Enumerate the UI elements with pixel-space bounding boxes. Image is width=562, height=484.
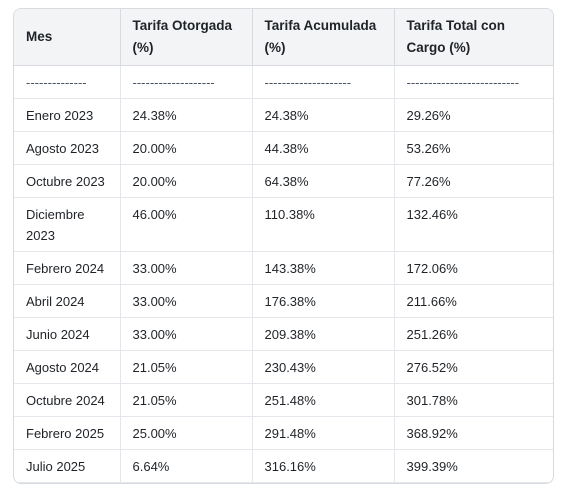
cell-mes: Abril 2024 bbox=[14, 284, 121, 318]
cell-tarifa-acumulada: 316.16% bbox=[252, 449, 395, 483]
cell-tarifa-acumulada: 251.48% bbox=[252, 383, 395, 417]
cell-tarifa-total: 172.06% bbox=[394, 251, 553, 285]
cell-tarifa-acumulada: 176.38% bbox=[252, 284, 395, 318]
cell-tarifa-acumulada: 44.38% bbox=[252, 131, 395, 165]
cell-tarifa-total: 132.46% bbox=[394, 197, 553, 252]
table-row: Agosto 2024 21.05% 230.43% 276.52% bbox=[14, 350, 553, 384]
table-row: Diciembre 2023 46.00% 110.38% 132.46% bbox=[14, 197, 553, 252]
cell-tarifa-otorgada: 33.00% bbox=[120, 284, 253, 318]
separator-cell: -------------- bbox=[14, 65, 121, 99]
separator-row: -------------- ------------------- -----… bbox=[14, 65, 553, 99]
header-row: Mes Tarifa Otorgada (%) Tarifa Acumulada… bbox=[14, 9, 553, 66]
cell-tarifa-otorgada: 20.00% bbox=[120, 131, 253, 165]
cell-tarifa-acumulada: 230.43% bbox=[252, 350, 395, 384]
cell-tarifa-total: 77.26% bbox=[394, 164, 553, 198]
table-body: -------------- ------------------- -----… bbox=[14, 65, 553, 483]
cell-tarifa-total: 368.92% bbox=[394, 416, 553, 450]
table-row: Octubre 2023 20.00% 64.38% 77.26% bbox=[14, 164, 553, 198]
cell-tarifa-otorgada: 25.00% bbox=[120, 416, 253, 450]
column-header-tarifa-total: Tarifa Total con Cargo (%) bbox=[394, 9, 553, 66]
cell-mes: Agosto 2023 bbox=[14, 131, 121, 165]
cell-mes: Agosto 2024 bbox=[14, 350, 121, 384]
cell-tarifa-acumulada: 291.48% bbox=[252, 416, 395, 450]
cell-tarifa-otorgada: 21.05% bbox=[120, 350, 253, 384]
column-header-tarifa-otorgada: Tarifa Otorgada (%) bbox=[120, 9, 253, 66]
cell-tarifa-total: 53.26% bbox=[394, 131, 553, 165]
separator-cell: -------------------- bbox=[252, 65, 395, 99]
cell-mes: Febrero 2025 bbox=[14, 416, 121, 450]
tariff-table: Mes Tarifa Otorgada (%) Tarifa Acumulada… bbox=[14, 9, 553, 483]
cell-tarifa-otorgada: 6.64% bbox=[120, 449, 253, 483]
cell-tarifa-acumulada: 143.38% bbox=[252, 251, 395, 285]
separator-cell: -------------------------- bbox=[394, 65, 553, 99]
cell-tarifa-total: 276.52% bbox=[394, 350, 553, 384]
cell-tarifa-total: 211.66% bbox=[394, 284, 553, 318]
cell-tarifa-otorgada: 24.38% bbox=[120, 98, 253, 132]
cell-mes: Febrero 2024 bbox=[14, 251, 121, 285]
table-row: Octubre 2024 21.05% 251.48% 301.78% bbox=[14, 383, 553, 417]
cell-tarifa-otorgada: 20.00% bbox=[120, 164, 253, 198]
cell-tarifa-acumulada: 110.38% bbox=[252, 197, 395, 252]
data-table-container: Mes Tarifa Otorgada (%) Tarifa Acumulada… bbox=[13, 8, 554, 484]
cell-mes: Octubre 2023 bbox=[14, 164, 121, 198]
table-row: Agosto 2023 20.00% 44.38% 53.26% bbox=[14, 131, 553, 165]
cell-tarifa-otorgada: 21.05% bbox=[120, 383, 253, 417]
cell-mes: Diciembre 2023 bbox=[14, 197, 121, 252]
cell-tarifa-otorgada: 33.00% bbox=[120, 251, 253, 285]
column-header-mes: Mes bbox=[14, 9, 121, 66]
column-header-tarifa-acumulada: Tarifa Acumulada (%) bbox=[252, 9, 395, 66]
cell-mes: Junio 2024 bbox=[14, 317, 121, 351]
table-row: Abril 2024 33.00% 176.38% 211.66% bbox=[14, 284, 553, 318]
cell-tarifa-otorgada: 46.00% bbox=[120, 197, 253, 252]
cell-tarifa-total: 399.39% bbox=[394, 449, 553, 483]
table-row: Junio 2024 33.00% 209.38% 251.26% bbox=[14, 317, 553, 351]
table-row: Febrero 2025 25.00% 291.48% 368.92% bbox=[14, 416, 553, 450]
table-row: Julio 2025 6.64% 316.16% 399.39% bbox=[14, 449, 553, 483]
table-row: Febrero 2024 33.00% 143.38% 172.06% bbox=[14, 251, 553, 285]
cell-mes: Enero 2023 bbox=[14, 98, 121, 132]
cell-tarifa-total: 29.26% bbox=[394, 98, 553, 132]
cell-tarifa-otorgada: 33.00% bbox=[120, 317, 253, 351]
cell-tarifa-acumulada: 64.38% bbox=[252, 164, 395, 198]
cell-mes: Julio 2025 bbox=[14, 449, 121, 483]
table-header: Mes Tarifa Otorgada (%) Tarifa Acumulada… bbox=[14, 9, 553, 66]
cell-tarifa-total: 301.78% bbox=[394, 383, 553, 417]
separator-cell: ------------------- bbox=[120, 65, 253, 99]
cell-mes: Octubre 2024 bbox=[14, 383, 121, 417]
cell-tarifa-acumulada: 24.38% bbox=[252, 98, 395, 132]
table-row: Enero 2023 24.38% 24.38% 29.26% bbox=[14, 98, 553, 132]
cell-tarifa-total: 251.26% bbox=[394, 317, 553, 351]
cell-tarifa-acumulada: 209.38% bbox=[252, 317, 395, 351]
